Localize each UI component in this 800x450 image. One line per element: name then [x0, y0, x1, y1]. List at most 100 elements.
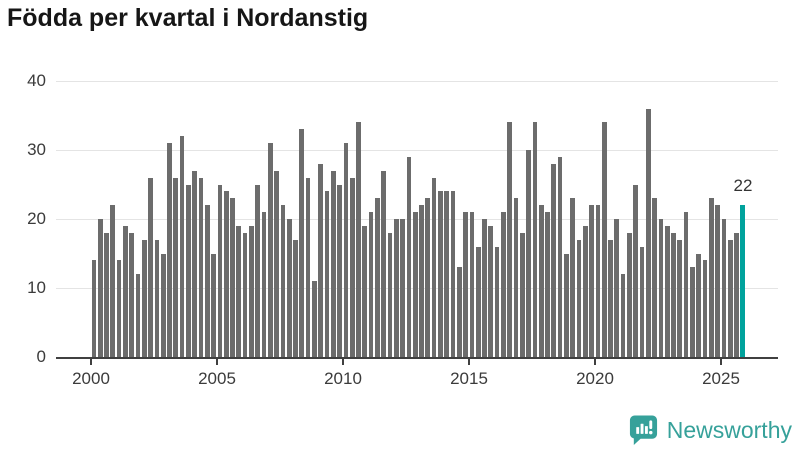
- bar-2004-q2: [198, 177, 204, 357]
- bar-2002-q4: [160, 253, 166, 357]
- bar-2023-q2: [677, 239, 683, 357]
- bar-2002-q1: [141, 239, 147, 357]
- bar-2020-q1: [595, 205, 601, 357]
- bar-2010-q1: [343, 143, 349, 357]
- bar-2003-q1: [167, 143, 172, 357]
- bar-2025-q2: [727, 239, 733, 357]
- highlight-value-label: 22: [733, 176, 753, 195]
- bar-2009-q4: [337, 184, 342, 357]
- bar-2015-q3: [482, 219, 487, 357]
- bar-2014-q4: [463, 212, 468, 357]
- bar-2022-q4: [664, 225, 670, 357]
- y-axis-label-30: 30: [27, 140, 46, 159]
- bar-2017-q4: [538, 205, 544, 357]
- bar-2018-q1: [545, 212, 550, 357]
- bar-2024-q1: [696, 253, 702, 357]
- bar-2015-q4: [488, 225, 494, 357]
- bar-2006-q1: [242, 232, 248, 357]
- bar-2020-q2: [601, 122, 607, 357]
- bar-2015-q2: [475, 246, 481, 357]
- bar-2023-q4: [690, 267, 695, 357]
- bar-2024-q3: [708, 198, 714, 357]
- bar-2008-q1: [293, 239, 298, 357]
- x-axis-label-2015: 2015: [450, 369, 488, 388]
- bar-2024-q4: [715, 205, 720, 357]
- bar-2010-q3: [356, 122, 361, 357]
- bar-2022-q2: [652, 198, 657, 357]
- x-axis-label-2005: 2005: [198, 369, 236, 388]
- bar-2023-q3: [683, 212, 689, 357]
- bar-2014-q2: [450, 191, 456, 357]
- bar-2016-q3: [507, 122, 513, 357]
- bar-2018-q3: [557, 156, 563, 357]
- x-axis-tick-2025: [720, 359, 722, 365]
- bar-2008-q3: [305, 177, 311, 357]
- bar-2017-q1: [519, 232, 525, 357]
- bar-2007-q4: [286, 219, 292, 357]
- bar-2000-q3: [104, 232, 109, 357]
- newsworthy-logo[interactable]: Newsworthy: [628, 413, 792, 447]
- bar-2003-q4: [186, 184, 191, 357]
- bar-2016-q4: [513, 198, 519, 357]
- bar-2004-q3: [204, 205, 210, 357]
- bar-2004-q1: [192, 170, 198, 357]
- bar-2005-q2: [223, 191, 229, 357]
- bar-2011-q3: [381, 170, 387, 357]
- bar-2001-q1: [116, 260, 122, 357]
- x-axis-tick-2000: [90, 359, 92, 365]
- bar-2005-q3: [230, 198, 235, 357]
- bar-2000-q2: [97, 219, 103, 357]
- bar-2010-q2: [349, 177, 355, 357]
- newsworthy-brand-text: Newsworthy: [666, 416, 792, 443]
- bar-2021-q3: [633, 184, 639, 357]
- bar-2003-q2: [173, 177, 179, 357]
- bar-2000-q1: [91, 260, 97, 357]
- bar-2005-q1: [217, 184, 223, 357]
- bar-2004-q4: [211, 253, 216, 357]
- bar-2010-q4: [362, 225, 368, 357]
- bar-2018-q2: [551, 163, 557, 357]
- gridline-30: [56, 149, 778, 151]
- bar-2024-q2: [702, 260, 708, 357]
- bar-2021-q2: [627, 232, 632, 357]
- bar-2015-q1: [469, 212, 475, 357]
- bar-2013-q1: [419, 205, 424, 357]
- bar-2012-q2: [400, 219, 405, 357]
- bar-2000-q4: [110, 205, 116, 357]
- bar-2009-q3: [330, 170, 336, 357]
- bar-2012-q3: [406, 156, 412, 357]
- y-axis-label-10: 10: [27, 278, 46, 297]
- bar-2006-q2: [249, 225, 254, 357]
- bar-2006-q3: [255, 184, 261, 357]
- bar-2011-q4: [387, 232, 393, 357]
- bar-2002-q3: [154, 239, 160, 357]
- chart-title: Födda per kvartal i Nordanstig: [7, 4, 369, 32]
- x-axis-tick-2010: [342, 359, 344, 365]
- bar-2017-q3: [532, 122, 538, 357]
- x-axis-label-2000: 2000: [72, 369, 110, 388]
- gridline-40: [56, 80, 778, 82]
- bar-2007-q1: [267, 143, 273, 357]
- bar-2021-q4: [639, 246, 645, 357]
- x-axis-label-2010: 2010: [324, 369, 362, 388]
- bar-2011-q1: [368, 212, 374, 357]
- bar-2001-q4: [135, 274, 141, 357]
- bar-2001-q2: [123, 225, 128, 357]
- bar-2005-q4: [236, 225, 242, 357]
- x-axis-tick-2020: [594, 359, 596, 365]
- bar-2008-q4: [312, 281, 317, 357]
- bar-2012-q4: [412, 212, 418, 357]
- bar-2014-q3: [456, 267, 462, 357]
- bar-2023-q1: [671, 232, 676, 357]
- bar-2016-q1: [494, 246, 500, 357]
- newsworthy-icon: [628, 413, 659, 447]
- x-axis-tick-2005: [216, 359, 218, 365]
- bar-2007-q3: [280, 205, 286, 357]
- bar-2019-q4: [589, 205, 594, 357]
- bar-2012-q1: [393, 219, 399, 357]
- bar-2017-q2: [526, 150, 531, 357]
- bar-2003-q3: [179, 136, 185, 357]
- bar-2020-q4: [614, 219, 620, 357]
- bar-2022-q3: [658, 219, 664, 357]
- plot-area: 0 10 20 30 40 2000 2005 2010 2015 2020 2025 22: [27, 71, 778, 388]
